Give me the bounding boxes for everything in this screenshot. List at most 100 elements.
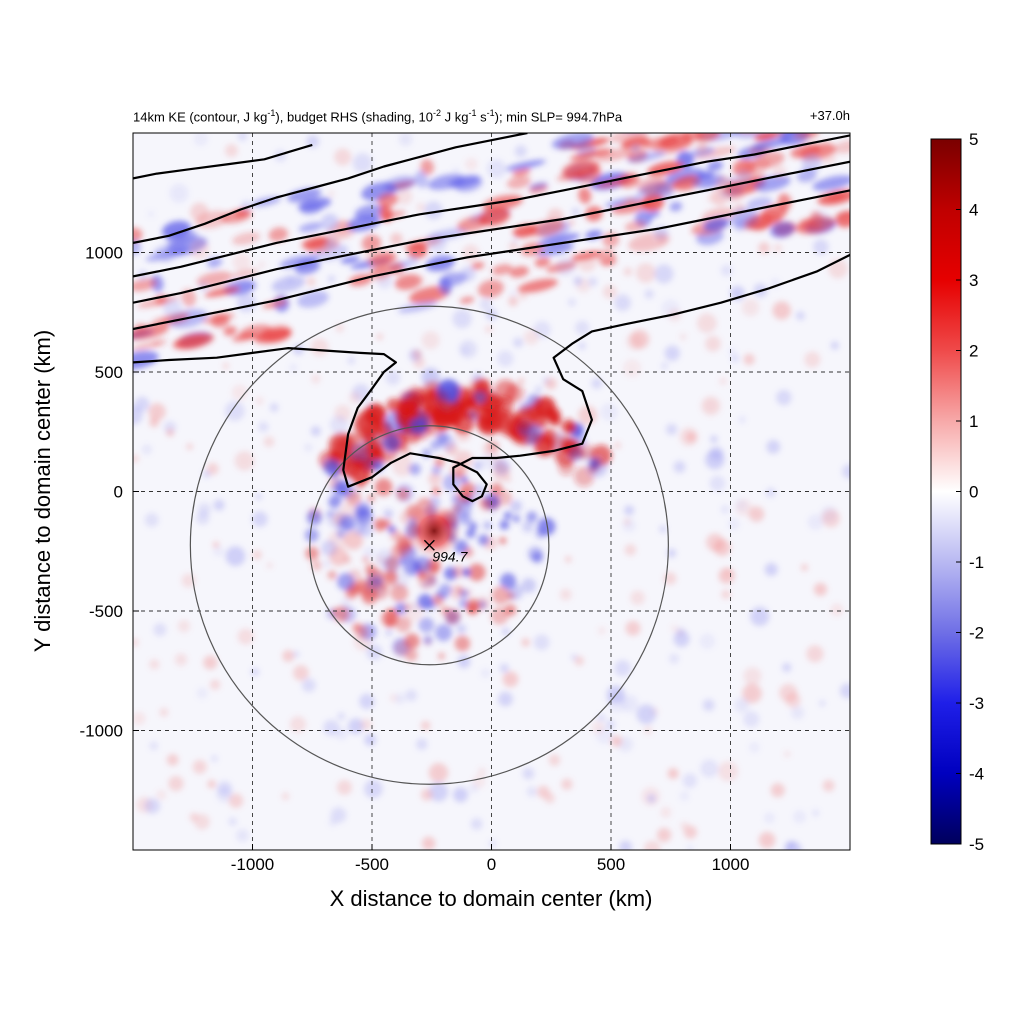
shading-cell [269, 403, 279, 412]
shading-cell [606, 692, 627, 713]
forecast-hour-label: +37.0h [809, 108, 850, 123]
title-superscript: -1 [486, 108, 495, 118]
shading-cell [490, 483, 503, 496]
shading-cell [432, 565, 440, 573]
shading-cell [659, 525, 667, 533]
shading-cell [250, 668, 260, 677]
shading-cell [213, 499, 225, 511]
shading-cell [716, 175, 732, 192]
shading-cell [724, 567, 733, 577]
shading-cell [359, 693, 375, 710]
shading-cell [624, 544, 637, 556]
shading-cell [437, 652, 446, 660]
shading-cell [228, 817, 237, 826]
shading-cell [735, 499, 748, 511]
shading-cell [379, 204, 393, 222]
shading-cell [366, 644, 383, 661]
shading-cell [363, 432, 376, 446]
shading-cell [744, 105, 789, 129]
shading-cell [588, 277, 598, 287]
shading-cell [551, 133, 594, 150]
shading-cell [390, 583, 409, 602]
shading-cell [389, 694, 398, 702]
shading-cell [304, 528, 319, 543]
shading-cell [231, 384, 248, 401]
shading-cell [591, 377, 603, 389]
shading-cell [337, 712, 346, 721]
shading-cell [421, 331, 440, 350]
x-tick-label: 0 [487, 855, 496, 874]
shading-cell [522, 767, 535, 780]
shading-cell [656, 234, 668, 246]
shading-cell [626, 151, 666, 163]
shading-cell [610, 735, 622, 747]
shading-cell [348, 391, 361, 404]
shading-cell [476, 409, 502, 435]
shading-cell [699, 633, 715, 649]
shading-cell [784, 750, 791, 758]
shading-cell [491, 264, 513, 276]
shading-cell [385, 556, 399, 571]
shading-cell [667, 768, 679, 779]
shading-cell [502, 628, 510, 635]
shading-cell [721, 589, 731, 599]
shading-cell [454, 468, 464, 478]
shading-cell [228, 793, 244, 808]
shading-cell [743, 353, 755, 365]
shading-cell [666, 423, 678, 435]
chart-title: 14km KE (contour, J kg-1), budget RHS (s… [133, 108, 622, 124]
shading-cell [174, 653, 188, 666]
shading-cell [232, 253, 251, 272]
colorbar-tick-label: 5 [969, 130, 978, 149]
shading-cell [452, 787, 469, 803]
shading-cell [335, 520, 351, 536]
shading-cell [330, 471, 338, 480]
shading-cell [749, 742, 760, 753]
shading-cell [817, 189, 850, 206]
shading-cell [613, 441, 622, 450]
shading-cell [133, 454, 139, 463]
shading-cell [569, 148, 612, 161]
shading-cell [606, 719, 616, 729]
shading-cell [420, 788, 433, 801]
shading-cell [706, 194, 716, 204]
shading-cell [133, 278, 158, 292]
shading-cell [151, 313, 190, 324]
ke-contours [133, 133, 850, 503]
shading-cell [676, 627, 686, 637]
shading-cell [334, 148, 352, 166]
shading-cell [812, 809, 820, 817]
shading-cell [490, 607, 509, 625]
shading-cell [758, 242, 770, 254]
shading-cell [451, 494, 460, 503]
shading-cell [734, 697, 750, 713]
shading-cell [580, 163, 591, 174]
shading-cell [694, 146, 736, 160]
shading-cell [352, 153, 373, 173]
shading-cell [630, 590, 645, 606]
shading-cell [637, 182, 672, 198]
shading-cell [177, 619, 191, 633]
shading-cell [512, 514, 521, 523]
rhs-shading [133, 105, 850, 850]
shading-cell [382, 434, 401, 452]
shading-cell [394, 274, 424, 291]
shading-cell [773, 243, 783, 253]
shading-cell [454, 499, 472, 518]
shading-cell [196, 511, 210, 525]
shading-cell [421, 836, 436, 850]
colorbar-tick-label: -3 [969, 694, 984, 713]
shading-cell [459, 340, 477, 358]
shading-cell [192, 759, 207, 774]
shading-cell [709, 446, 724, 461]
shading-cell [461, 347, 469, 354]
shading-cell [488, 839, 497, 848]
shading-cell [395, 616, 412, 633]
shading-cell [523, 329, 539, 345]
shading-cell [531, 551, 543, 563]
shading-cell [577, 253, 597, 272]
shading-cell [728, 347, 736, 355]
shading-cell [738, 415, 746, 424]
x-axis-ticks: -1000 -500 0 500 1000 [231, 844, 749, 874]
